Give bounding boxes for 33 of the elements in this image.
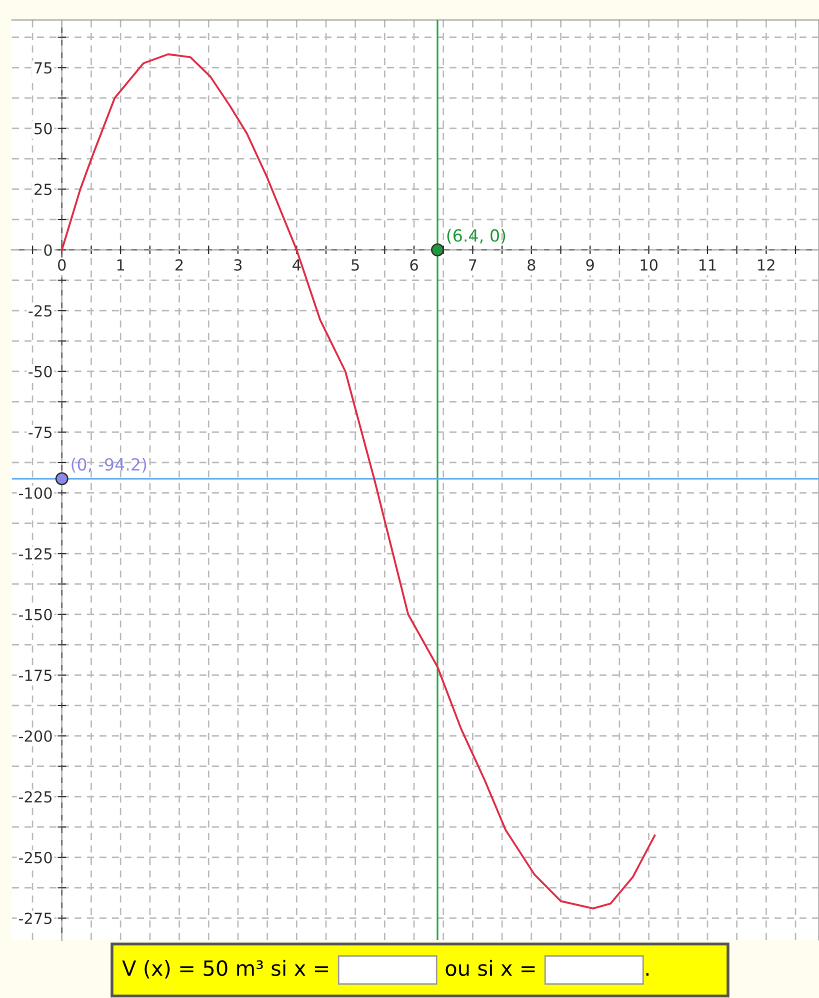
y-tick-label: 50 xyxy=(34,122,52,134)
text: ou si x = xyxy=(446,960,535,976)
y-tick-label: -100 xyxy=(18,487,52,499)
text: . xyxy=(646,973,648,976)
x-tick-label: 5 xyxy=(352,259,359,271)
y-tick-label: -125 xyxy=(18,548,52,560)
x-tick-label: 11 xyxy=(699,259,716,271)
y-tick-label: -25 xyxy=(28,305,52,317)
x-tick-label: 8 xyxy=(528,259,536,271)
annotation: (0, -94.2) xyxy=(72,458,146,473)
x-tick-label: 6 xyxy=(410,259,418,271)
x-tick-label: 7 xyxy=(469,259,476,271)
y-tick-label: -150 xyxy=(18,608,52,620)
x-tick-label: 4 xyxy=(292,259,301,271)
x-tick-label: 10 xyxy=(640,259,658,271)
y-tick-label: -175 xyxy=(18,670,52,682)
y-tick-label: -225 xyxy=(18,791,52,803)
annotation: (6.4, 0) xyxy=(447,228,506,244)
x-tick-label: 3 xyxy=(234,259,242,271)
y-tick-label: -250 xyxy=(18,852,52,864)
text: V (x) = 50 m³ si x = xyxy=(122,960,328,978)
y-tick-label: -50 xyxy=(28,366,52,378)
x-tick-label: 2 xyxy=(176,259,183,271)
x-tick-label: 9 xyxy=(586,259,594,271)
x-tick-label: 12 xyxy=(758,259,774,271)
x-tick-label: 1 xyxy=(117,259,124,271)
x-tick-label: 0 xyxy=(58,259,66,271)
y-tick-label: 75 xyxy=(34,62,52,74)
y-tick-label: 0 xyxy=(44,244,52,256)
y-tick-label: -75 xyxy=(28,426,52,438)
y-tick-label: 25 xyxy=(34,184,52,196)
y-tick-label: -200 xyxy=(18,730,52,742)
y-tick-label: -275 xyxy=(18,912,52,924)
